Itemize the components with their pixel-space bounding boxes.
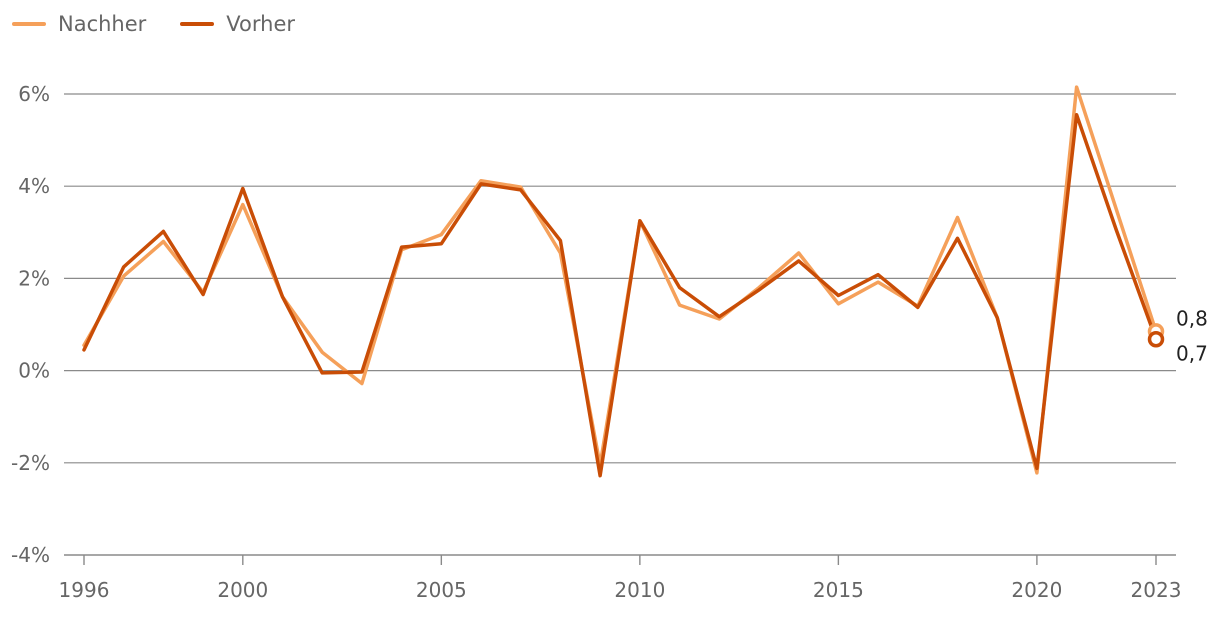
x-tick-label: 2023 [1131,578,1182,602]
legend-item-vorher: Vorher [180,12,295,36]
end-markers: 0,80,7 [1147,306,1208,365]
grid-lines [64,93,1176,556]
end-value-label: 0,8 [1176,306,1208,330]
legend-label-vorher: Vorher [226,12,296,36]
series-line-nachher [82,85,1158,475]
x-tick-label: 2000 [217,578,268,602]
legend: Nachher Vorher [12,12,295,36]
y-tick-label: 0% [18,359,50,383]
x-tick-label: 1996 [59,578,110,602]
y-tick-label: -4% [11,543,50,567]
series-lines [82,85,1158,478]
y-axis-tick-labels: -4% -2% 0% 2% 4% 6% [11,82,50,567]
y-tick-label: 6% [18,82,50,106]
y-tick-label: 2% [18,266,50,290]
legend-swatch-vorher [180,22,215,26]
x-tick-label: 2005 [416,578,467,602]
x-tick-label: 2020 [1011,578,1062,602]
y-tick-label: 4% [18,174,50,198]
x-tick-label: 2015 [813,578,864,602]
series-line-vorher [82,112,1158,478]
legend-label-nachher: Nachher [58,12,147,36]
end-marker-vorher [1147,331,1165,348]
x-tick-label: 2010 [614,578,665,602]
x-axis: 1996 2000 2005 2010 2015 2020 2023 [59,555,1182,602]
y-tick-label: -2% [11,451,50,475]
legend-swatch-nachher [12,22,46,26]
legend-item-nachher: Nachher [12,12,146,36]
end-value-label: 0,7 [1176,341,1208,365]
